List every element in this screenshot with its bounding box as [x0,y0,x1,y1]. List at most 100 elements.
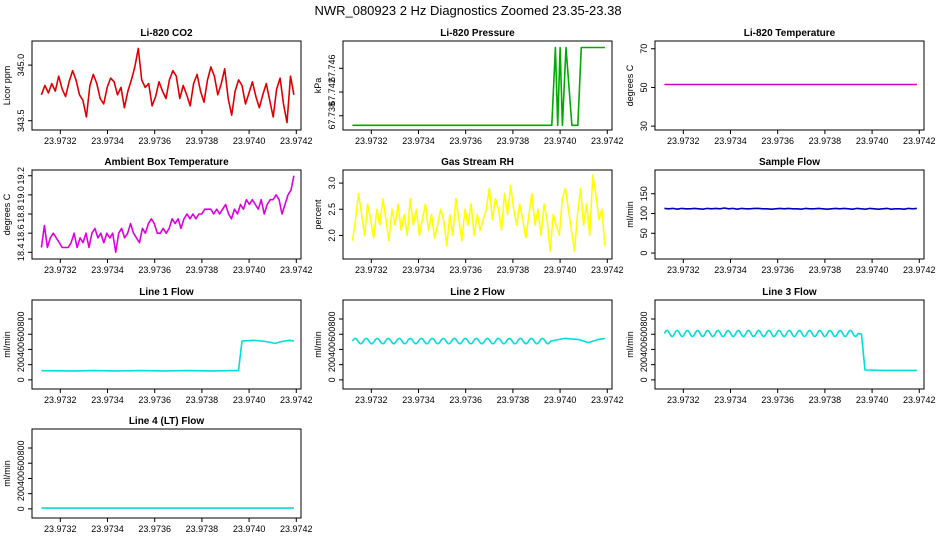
x-tick-label: 23.9736 [761,136,794,146]
panel-title: Ambient Box Temperature [104,157,229,168]
plot-frame [31,299,302,390]
x-tick-label: 23.9734 [402,395,435,405]
series-line [40,175,295,254]
y-tick-label: 400 [327,342,337,357]
x-tick-label: 23.9738 [186,265,219,275]
y-axis-label: degrees C [2,193,12,235]
plot-frame [31,169,302,260]
y-tick-label: 0 [16,377,26,382]
x-tick-label: 23.9736 [138,265,171,275]
y-tick-label: 50 [639,82,649,92]
y-tick-label: 600 [639,327,649,342]
plot-frame [31,428,302,519]
x-tick-label: 23.9736 [138,395,171,405]
y-tick-label: 600 [16,456,26,471]
x-tick-label: 23.9738 [186,136,219,146]
y-tick-label: 19.2 [16,167,26,185]
panel-line-3-flow: Line 3 Flow ml/min 23.9732 23.9734 23.9736 23… [625,287,936,405]
series-line [352,46,605,127]
x-tick-label: 23.9742 [280,395,313,405]
y-axis-label: ml/min [625,331,635,358]
x-tick-label: 23.9732 [44,395,77,405]
series-line [664,207,917,210]
y-tick-label: 800 [16,312,26,327]
panel-title: Sample Flow [759,157,820,168]
x-tick-label: 23.9740 [233,265,266,275]
y-tick-label: 150 [639,186,649,201]
y-tick-label: 200 [327,357,337,372]
x-tick-label: 23.9740 [856,395,889,405]
x-tick-label: 23.9736 [761,265,794,275]
panel-title: Gas Stream RH [441,157,514,168]
y-tick-label: 200 [639,357,649,372]
panel-li-820-temperature: Li-820 Temperature degrees C 23.9732 23.973… [625,28,936,146]
panel-line-4-lt-flow: Line 4 (LT) Flow ml/min 23.9732 23.9734 23.9… [2,416,313,534]
x-tick-label: 23.9740 [856,265,889,275]
x-tick-label: 23.9742 [280,265,313,275]
figure-title: NWR_080923 2 Hz Diagnostics Zoomed 23.35… [314,3,621,18]
x-tick-label: 23.9738 [497,395,530,405]
y-tick-label: 400 [16,342,26,357]
x-tick-label: 23.9738 [809,395,842,405]
x-tick-label: 23.9734 [714,395,747,405]
y-tick-label: 0 [639,251,649,256]
plot-frame [654,169,925,260]
x-tick-label: 23.9742 [280,524,313,534]
x-tick-label: 23.9736 [761,395,794,405]
x-tick-label: 23.9732 [667,265,700,275]
x-tick-label: 23.9736 [138,136,171,146]
x-tick-label: 23.9732 [44,524,77,534]
x-tick-label: 23.9742 [903,265,936,275]
x-tick-label: 23.9734 [714,265,747,275]
y-tick-label: 800 [639,312,649,327]
x-tick-label: 23.9732 [355,136,388,146]
y-tick-label: 0 [16,506,26,511]
x-tick-label: 23.9742 [591,265,624,275]
x-tick-label: 23.9740 [233,395,266,405]
panel-ambient-box-temperature: Ambient Box Temperature degrees C 23.9732 2… [2,157,313,275]
x-tick-label: 23.9734 [714,136,747,146]
y-tick-label: 800 [16,441,26,456]
x-tick-label: 23.9740 [233,524,266,534]
panels-container: Li-820 CO2 Licor ppm 23.9732 23.9734 23.9736… [2,28,936,534]
x-tick-label: 23.9732 [44,265,77,275]
x-tick-label: 23.9742 [280,136,313,146]
panel-title: Li-820 CO2 [140,28,193,39]
x-tick-label: 23.9742 [591,395,624,405]
y-axis-label: ml/min [2,331,12,358]
y-tick-label: 600 [16,327,26,342]
panel-line-1-flow: Line 1 Flow ml/min 23.9732 23.9734 23.9736 23… [2,287,313,405]
x-tick-label: 23.9732 [44,136,77,146]
x-tick-label: 23.9742 [903,395,936,405]
x-tick-label: 23.9732 [355,395,388,405]
y-tick-label: 0 [327,377,337,382]
series-line [663,329,917,372]
x-tick-label: 23.9740 [856,136,889,146]
plot-frame [342,299,613,390]
y-tick-label: 200 [16,486,26,501]
y-axis-label: percent [313,199,323,230]
panel-line-2-flow: Line 2 Flow ml/min 23.9732 23.9734 23.9736 23… [313,287,624,405]
y-tick-label: 345.0 [16,54,26,77]
y-axis-label: Licor ppm [2,66,12,106]
x-tick-label: 23.9740 [233,136,266,146]
series-line [40,47,295,124]
panel-title: Li-820 Pressure [440,28,515,39]
x-tick-label: 23.9738 [497,265,530,275]
x-tick-label: 23.9734 [91,524,124,534]
x-tick-label: 23.9736 [449,265,482,275]
y-tick-label: 18.6 [16,224,26,242]
x-tick-label: 23.9732 [667,136,700,146]
x-tick-label: 23.9734 [402,265,435,275]
panel-title: Line 4 (LT) Flow [129,416,205,427]
y-tick-label: 18.4 [16,244,26,262]
y-tick-label: 30 [639,121,649,131]
x-tick-label: 23.9734 [402,136,435,146]
y-axis-label: kPa [313,78,323,94]
y-tick-label: 18.8 [16,205,26,223]
plot-frame [31,40,302,131]
y-tick-label: 19.0 [16,186,26,204]
x-tick-label: 23.9740 [544,395,577,405]
y-tick-label: 2.0 [327,229,337,242]
